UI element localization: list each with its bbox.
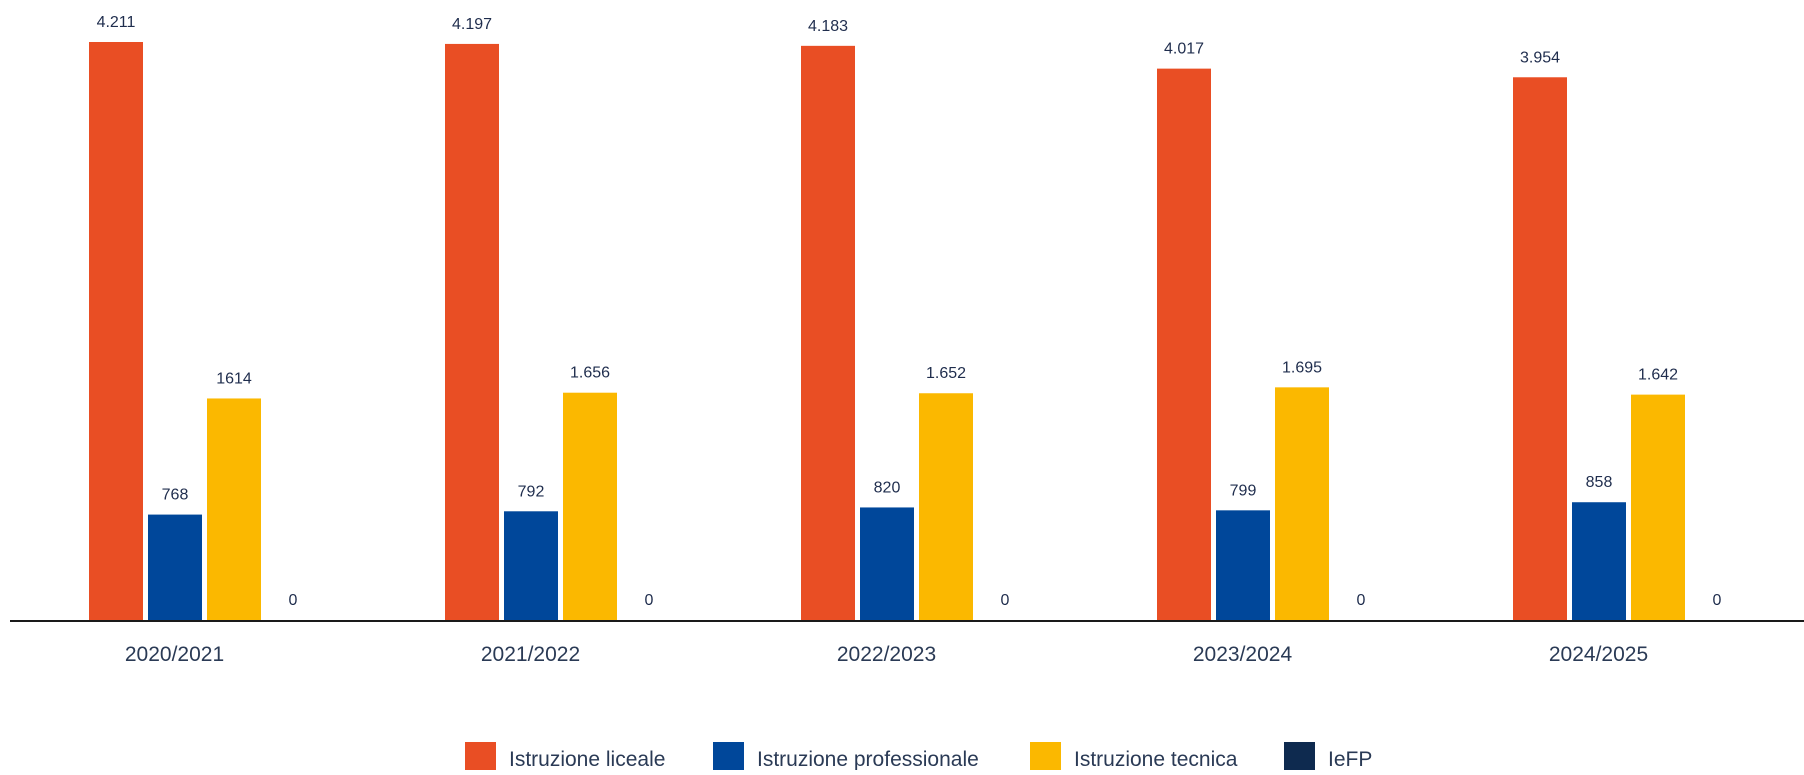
x-tick-label-1: 2021/2022 (481, 643, 580, 666)
bar-istruzione-liceale-0 (89, 42, 143, 620)
data-label-istruzione-professionale-0: 768 (162, 487, 189, 504)
bar-istruzione-professionale-3 (1216, 510, 1270, 620)
legend-label-istruzione-professionale: Istruzione professionale (757, 748, 979, 770)
bar-istruzione-tecnica-4 (1631, 394, 1685, 620)
data-label-iefp-1: 0 (645, 592, 654, 609)
x-tick-label-4: 2024/2025 (1549, 643, 1648, 666)
data-label-iefp-3: 0 (1357, 592, 1366, 609)
data-label-iefp-0: 0 (289, 592, 298, 609)
bar-istruzione-professionale-2 (860, 507, 914, 620)
legend-swatch-istruzione-professionale (713, 742, 744, 770)
bar-istruzione-tecnica-2 (919, 393, 973, 620)
data-label-iefp-4: 0 (1713, 592, 1722, 609)
data-label-istruzione-tecnica-3: 1.695 (1282, 359, 1322, 376)
bar-istruzione-tecnica-0 (207, 398, 261, 620)
bars-layer (89, 42, 1685, 621)
data-label-istruzione-liceale-1: 4.197 (452, 16, 492, 33)
legend: Istruzione liceale Istruzione professiona… (465, 742, 1372, 771)
x-tick-label-0: 2020/2021 (125, 643, 224, 666)
legend-swatch-iefp (1284, 742, 1315, 770)
legend-label-istruzione-liceale: Istruzione liceale (509, 748, 665, 770)
legend-label-istruzione-tecnica: Istruzione tecnica (1074, 748, 1238, 770)
bar-istruzione-liceale-3 (1157, 68, 1211, 620)
bar-istruzione-liceale-4 (1513, 77, 1567, 621)
x-axis-tick-labels: 2020/2021 2021/2022 2022/2023 2023/2024 2024… (125, 643, 1648, 666)
data-label-istruzione-liceale-2: 4.183 (808, 18, 848, 35)
data-label-istruzione-tecnica-4: 1.642 (1638, 367, 1678, 384)
data-label-istruzione-professionale-1: 792 (518, 483, 545, 500)
bar-istruzione-tecnica-1 (563, 392, 617, 620)
data-label-istruzione-liceale-3: 4.017 (1164, 41, 1204, 58)
data-label-istruzione-professionale-3: 799 (1230, 482, 1257, 499)
data-label-istruzione-tecnica-0: 1614 (216, 370, 252, 387)
data-label-istruzione-professionale-4: 858 (1586, 474, 1613, 491)
legend-label-iefp: IeFP (1328, 748, 1372, 770)
bar-istruzione-tecnica-3 (1275, 387, 1329, 620)
data-label-istruzione-tecnica-2: 1.652 (926, 365, 966, 382)
legend-swatch-istruzione-liceale (465, 742, 496, 770)
value-labels-layer: 4.211 768 1614 0 4.197 792 1.656 0 4.183 820 1.652… (97, 14, 1722, 609)
data-label-istruzione-liceale-0: 4.211 (97, 14, 136, 31)
data-label-iefp-2: 0 (1001, 592, 1010, 609)
bar-istruzione-professionale-1 (504, 511, 558, 620)
data-label-istruzione-professionale-2: 820 (874, 479, 901, 496)
data-label-istruzione-liceale-4: 3.954 (1520, 49, 1560, 66)
bar-istruzione-professionale-0 (148, 514, 202, 620)
bar-istruzione-liceale-1 (445, 43, 499, 621)
bar-istruzione-professionale-4 (1572, 502, 1626, 620)
x-tick-label-2: 2022/2023 (837, 643, 936, 666)
legend-swatch-istruzione-tecnica (1030, 742, 1061, 770)
x-tick-label-3: 2023/2024 (1193, 643, 1293, 666)
data-label-istruzione-tecnica-1: 1.656 (570, 365, 610, 382)
bar-istruzione-liceale-2 (801, 45, 855, 621)
